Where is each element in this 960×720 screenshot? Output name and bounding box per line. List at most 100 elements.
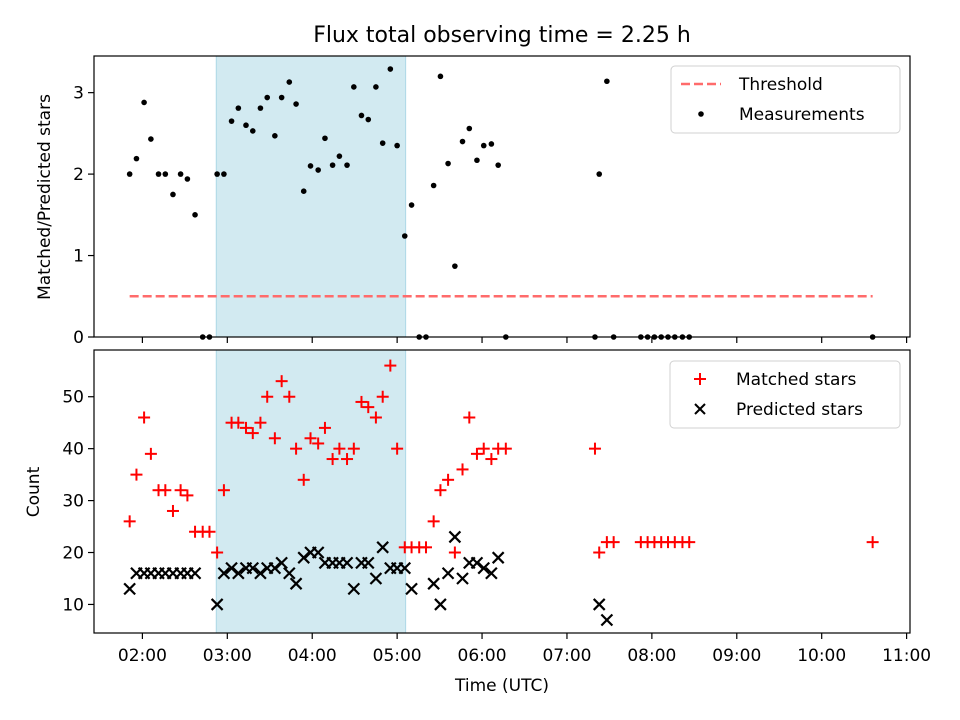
matched-star-point [290, 442, 303, 455]
matched-star-point [593, 546, 606, 559]
matched-star-point [369, 411, 382, 424]
predicted-star-point [188, 567, 202, 580]
measurement-point [221, 171, 227, 177]
legend-threshold-label: Threshold [738, 75, 823, 95]
predicted-star-point [210, 598, 224, 611]
matched-star-point [347, 442, 360, 455]
matched-star-point [268, 432, 281, 445]
predicted-star-point [275, 556, 288, 570]
measurement-point [278, 94, 285, 101]
y-tick-label: 10 [62, 595, 84, 615]
matched-star-point [130, 468, 143, 481]
measurement-point [480, 142, 487, 149]
predicted-star-point [297, 551, 311, 564]
bottom-matched-points [123, 359, 879, 559]
measurement-point [344, 162, 350, 168]
measurement-point [474, 157, 480, 164]
predicted-star-point [491, 551, 505, 564]
matched-star-point [174, 484, 187, 497]
legend-matched-label: Matched stars [736, 370, 856, 390]
legend-matched-swatch [694, 373, 706, 385]
y-tick-label: 50 [62, 388, 84, 408]
x-axis-label: Time (UTC) [454, 676, 549, 696]
measurement-point [141, 99, 147, 106]
top-x-ticks [141, 337, 908, 343]
measurement-point [162, 171, 169, 177]
measurement-point [293, 101, 299, 107]
measurement-point [495, 162, 501, 168]
matched-star-point [427, 515, 440, 528]
matched-star-point [470, 447, 483, 460]
predicted-star-point [434, 598, 447, 611]
measurement-point [264, 94, 271, 101]
matched-star-point [588, 442, 601, 455]
measurement-point [300, 188, 307, 195]
measurement-point [214, 171, 220, 177]
measurement-point [459, 138, 466, 145]
measurement-point [249, 128, 256, 134]
top-panel: 0 1 2 3 Matched/Predicted stars Threshold M… [35, 55, 911, 348]
matched-star-point [211, 546, 224, 559]
top-y-ticks: 0 1 2 3 [73, 84, 94, 348]
top-axes-frame [93, 55, 911, 338]
predicted-star-point [441, 567, 455, 580]
matched-star-point [304, 432, 317, 445]
bottom-panel: 10 20 30 40 50 02:00 03:00 04:00 05:00 06:00 07:0… [24, 349, 931, 696]
x-tick-label: 08:00 [627, 646, 676, 666]
matched-star-point [181, 489, 194, 502]
chart-title: Flux total observing time = 2.25 h [313, 23, 691, 48]
matched-star-point [456, 463, 469, 476]
x-tick-label: 07:00 [542, 646, 591, 666]
measurement-point [177, 171, 184, 177]
matched-star-point [607, 536, 620, 549]
predicted-star-point [311, 546, 325, 559]
predicted-star-point [217, 567, 231, 580]
matched-star-point [246, 427, 259, 440]
x-tick-label: 05:00 [373, 646, 422, 666]
predicted-star-point [289, 577, 303, 590]
y-tick-label: 20 [62, 544, 84, 564]
bottom-predicted-points [123, 530, 614, 627]
measurement-point [184, 176, 191, 182]
predicted-star-point [405, 582, 418, 596]
matched-star-point [477, 442, 490, 455]
x-tick-label: 04:00 [288, 646, 337, 666]
x-tick-label: 09:00 [712, 646, 761, 666]
matched-star-point [166, 504, 179, 517]
matched-star-point [434, 484, 447, 497]
y-tick-label: 0 [73, 328, 84, 348]
measurement-point [387, 66, 394, 72]
measurement-point [466, 125, 473, 132]
predicted-star-point [225, 561, 238, 575]
predicted-star-point [485, 567, 498, 580]
measurement-point [133, 155, 140, 162]
y-tick-label: 2 [73, 165, 84, 185]
x-tick-label: 11:00 [882, 646, 931, 666]
bottom-axes-frame [93, 349, 911, 634]
legend-measurement-swatch [698, 111, 704, 117]
measurement-point [379, 140, 386, 146]
matched-star-point [318, 421, 331, 434]
measurement-point [365, 116, 372, 123]
matched-star-point [384, 359, 397, 372]
matched-star-point [326, 453, 339, 466]
predicted-star-point [123, 582, 136, 596]
measurement-point [257, 105, 264, 111]
measurement-point [408, 202, 415, 208]
bottom-y-axis-label: Count [24, 466, 44, 517]
measurement-point [430, 182, 437, 189]
predicted-star-point [268, 561, 282, 575]
matched-star-point [144, 447, 157, 460]
matched-star-point [239, 421, 252, 434]
matched-star-point [485, 453, 498, 466]
predicted-star-point [376, 541, 389, 554]
matched-star-point [159, 484, 172, 497]
predicted-star-point [254, 567, 267, 580]
predicted-star-point [477, 561, 491, 575]
matched-star-point [312, 437, 325, 450]
predicted-star-point [246, 561, 260, 575]
top-measurement-points [126, 66, 876, 340]
matched-star-point [683, 536, 696, 549]
measurement-point [452, 263, 458, 269]
matched-star-point [866, 536, 879, 549]
